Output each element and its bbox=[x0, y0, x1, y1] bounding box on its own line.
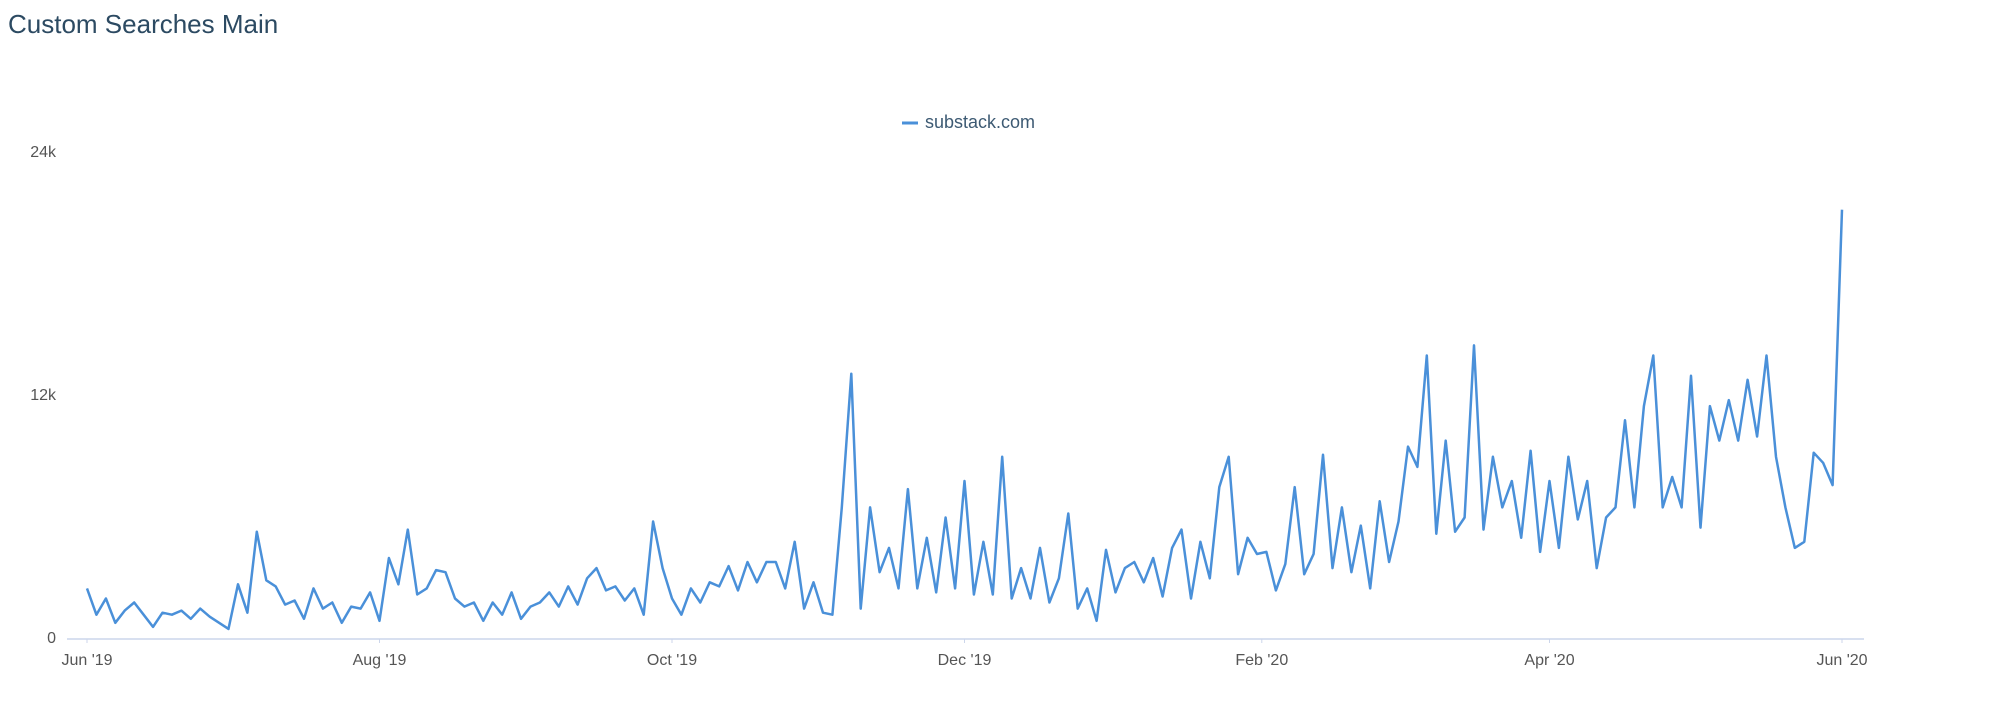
y-tick-label: 0 bbox=[47, 630, 56, 647]
y-tick-label: 24k bbox=[30, 144, 57, 161]
x-tick-label: Dec '19 bbox=[938, 652, 992, 669]
x-tick-label: Oct '19 bbox=[647, 652, 697, 669]
x-tick-label: Apr '20 bbox=[1524, 652, 1574, 669]
chart-title: Custom Searches Main bbox=[8, 9, 278, 39]
x-tick-label: Jun '19 bbox=[61, 652, 112, 669]
data-line bbox=[85, 209, 1844, 631]
x-tick-label: Jun '20 bbox=[1816, 652, 1867, 669]
x-tick-label: Aug '19 bbox=[353, 652, 407, 669]
y-tick-label: 12k bbox=[30, 387, 57, 404]
legend-label: substack.com bbox=[925, 112, 1035, 132]
x-tick-label: Feb '20 bbox=[1235, 652, 1288, 669]
